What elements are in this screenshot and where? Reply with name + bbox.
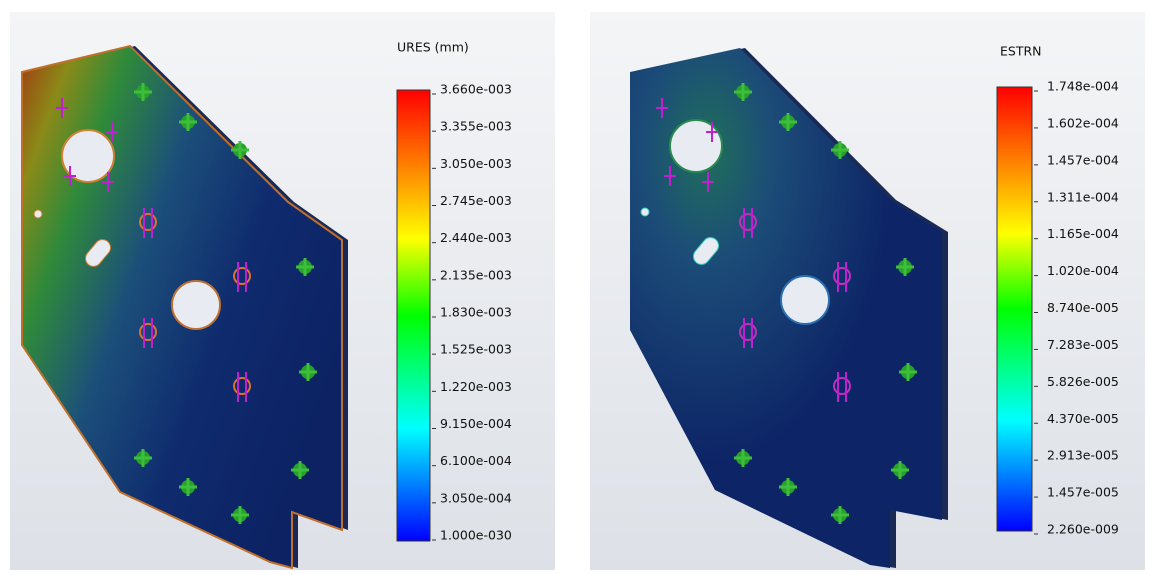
page: URES (mm) ESTRN 3.660e-003 3.355e-003 3.05… [0, 0, 1149, 570]
legend-label: 1.525e-003 [440, 342, 512, 357]
legend-label: 1.602e-004 [1047, 115, 1119, 130]
scene: URES (mm) ESTRN 3.660e-003 3.355e-003 3.05… [0, 0, 1149, 570]
legend-label: 2.135e-003 [440, 267, 512, 282]
legend-label: 7.283e-005 [1047, 337, 1119, 352]
legend-label: 1.830e-003 [440, 305, 512, 320]
color-bar-right [997, 87, 1032, 531]
legend-label: 1.311e-004 [1047, 189, 1119, 204]
legend-label: 1.165e-004 [1047, 226, 1119, 241]
legend-label: 1.457e-004 [1047, 152, 1119, 167]
legend-title: ESTRN [1000, 44, 1042, 59]
legend-label: 3.050e-004 [440, 490, 512, 505]
legend-label: 2.440e-003 [440, 230, 512, 245]
legend-label: 8.740e-005 [1047, 300, 1119, 315]
legend-label: 2.745e-003 [440, 193, 512, 208]
legend-label: 4.370e-005 [1047, 411, 1119, 426]
legend-label: 5.826e-005 [1047, 374, 1119, 389]
legend-label: 3.355e-003 [440, 119, 512, 134]
legend-label: 6.100e-004 [440, 453, 512, 468]
legend-title: URES (mm) [397, 40, 469, 55]
legend-label: 1.457e-005 [1047, 485, 1119, 500]
legend-label: 2.260e-009 [1047, 522, 1119, 537]
legend-label: 1.220e-003 [440, 379, 512, 394]
legend-label: 2.913e-005 [1047, 448, 1119, 463]
legend-label: 9.150e-004 [440, 416, 512, 431]
legend-label: 1.748e-004 [1047, 79, 1119, 94]
legend-label: 1.000e-030 [440, 528, 512, 543]
legend-label: 3.050e-003 [440, 156, 512, 171]
legend-label: 3.660e-003 [440, 82, 512, 97]
color-bar-left [397, 90, 430, 541]
legend-label: 1.020e-004 [1047, 263, 1119, 278]
